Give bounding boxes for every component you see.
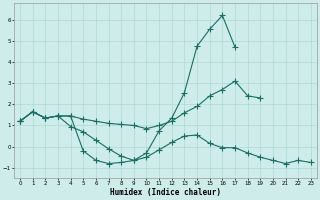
X-axis label: Humidex (Indice chaleur): Humidex (Indice chaleur) — [110, 188, 221, 197]
